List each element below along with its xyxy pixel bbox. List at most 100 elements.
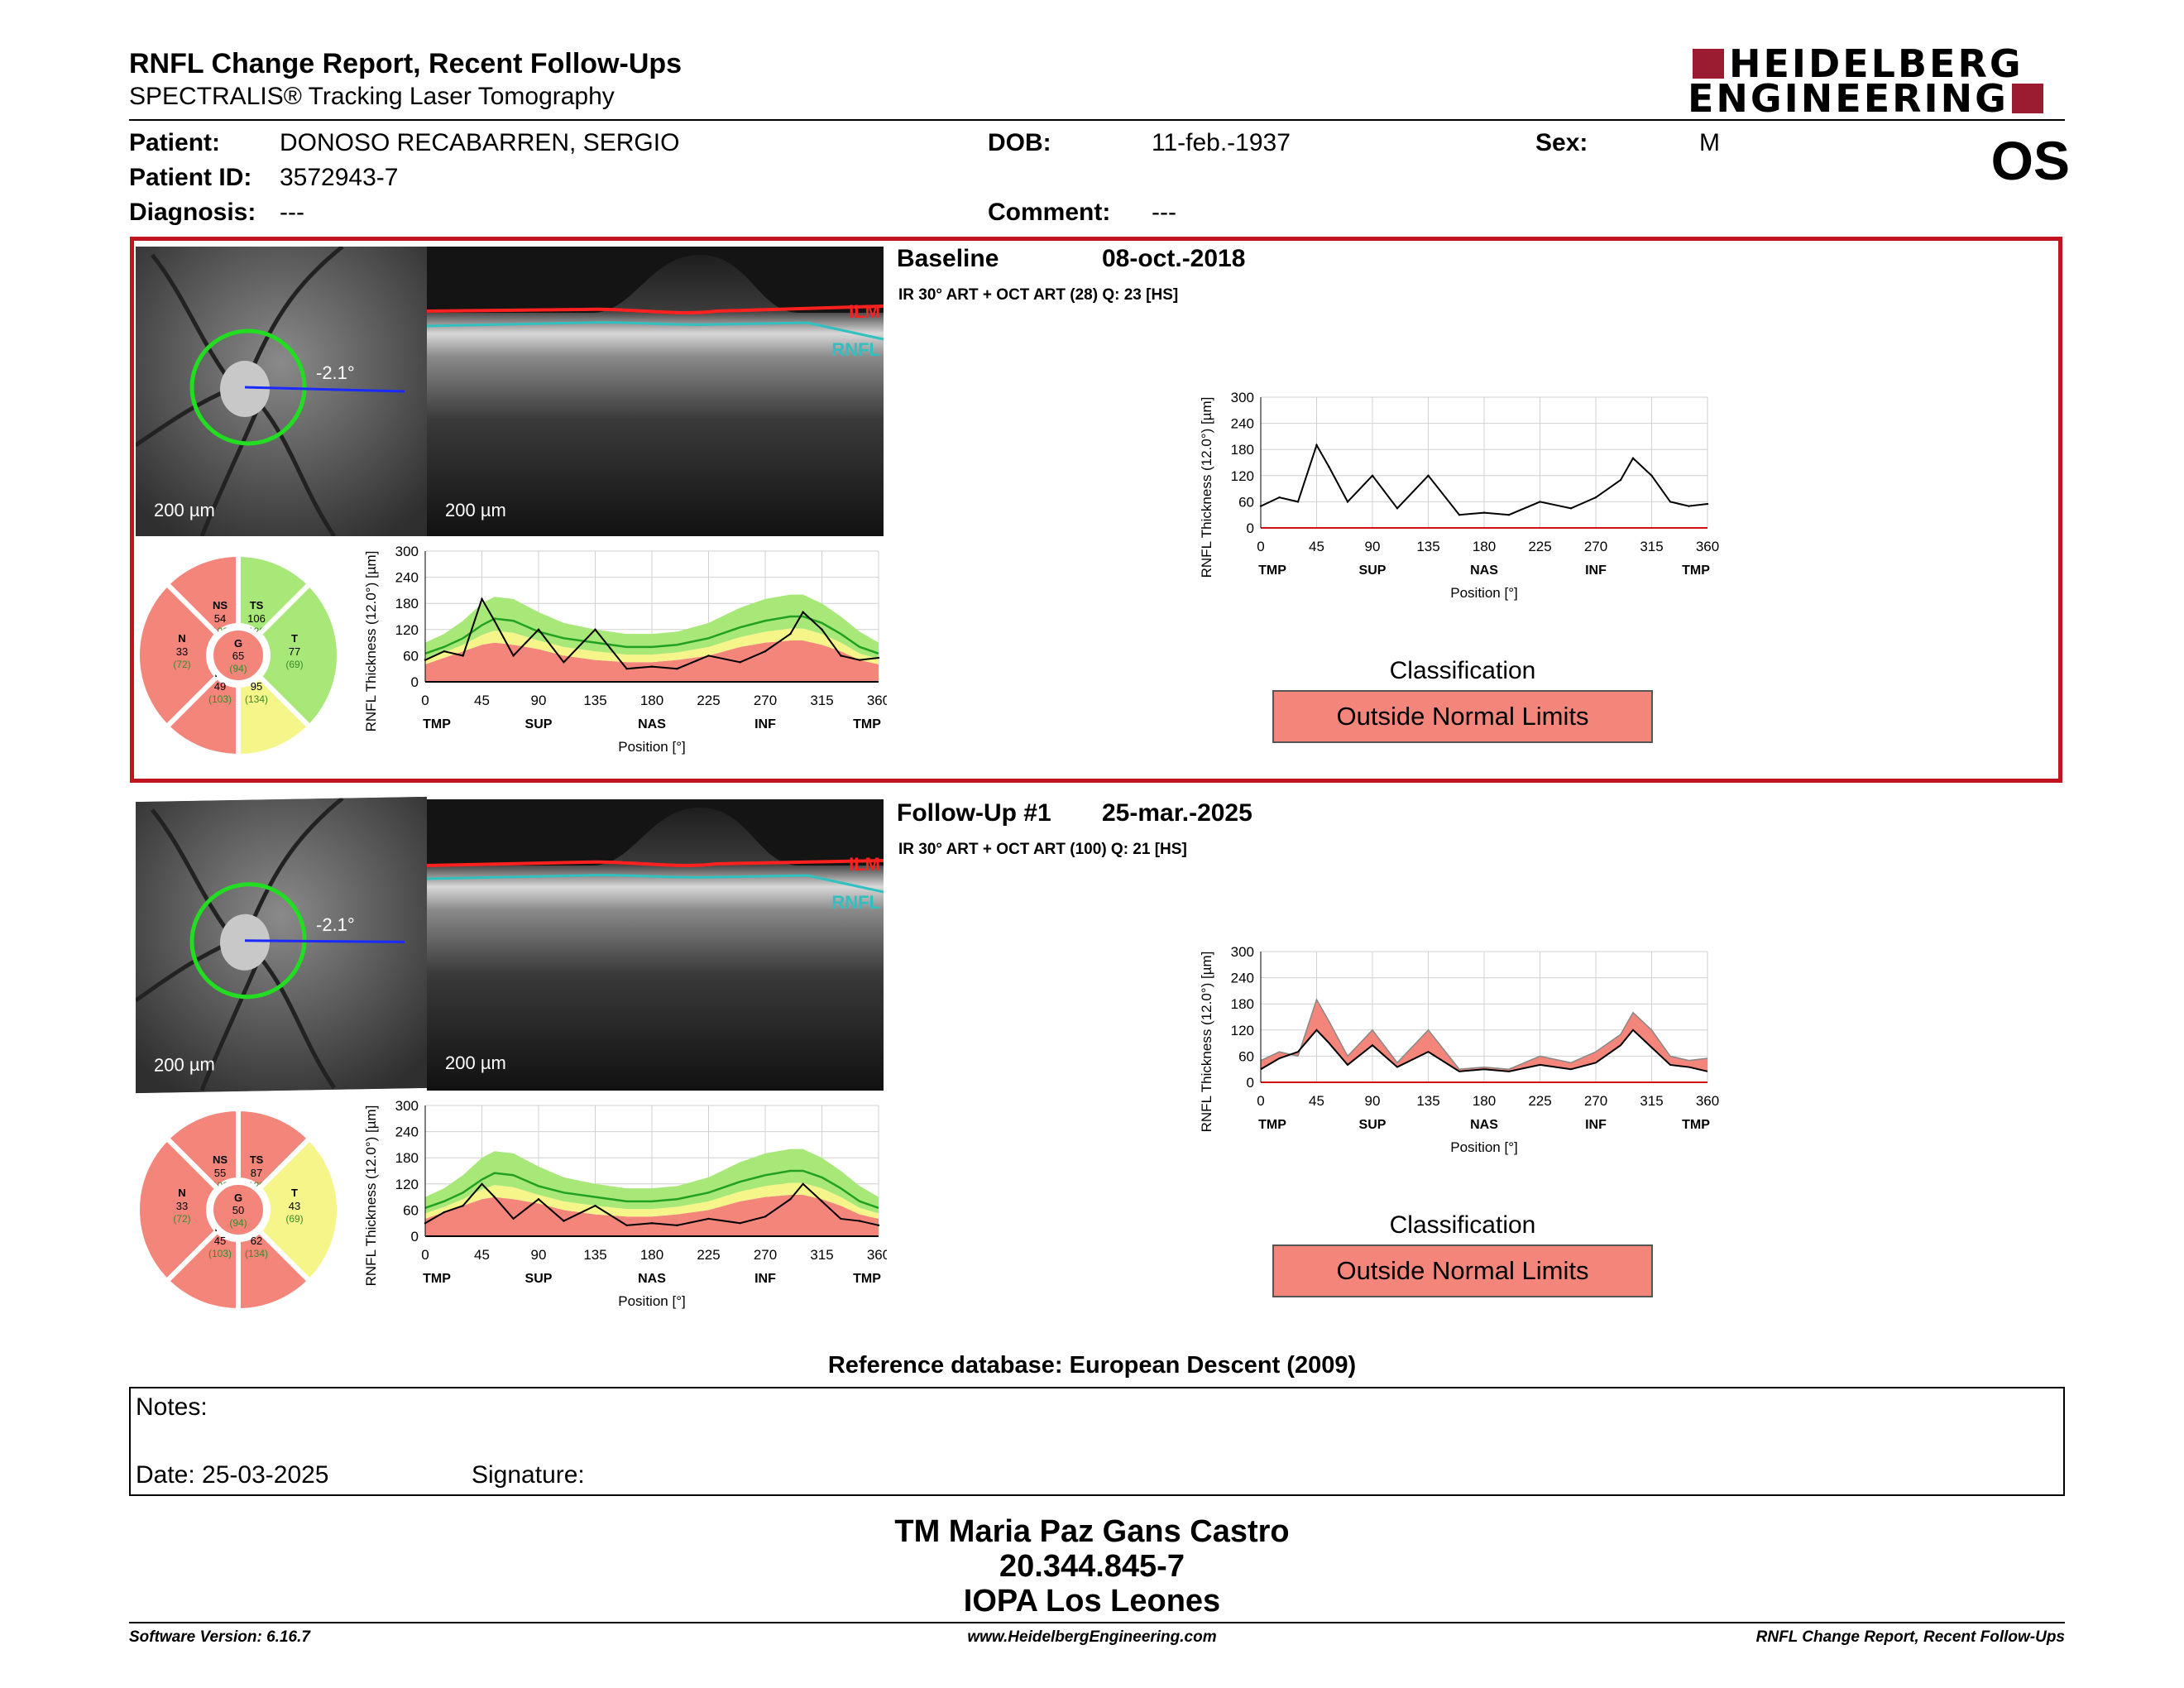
ir-scale-label: 200 µm — [154, 1053, 215, 1076]
oct-scale-label: 200 µm — [445, 1053, 506, 1073]
data-point — [650, 665, 654, 668]
followup-meta: IR 30° ART + OCT ART (100) Q: 21 [HS] — [898, 841, 1187, 858]
data-point — [1688, 505, 1690, 507]
data-point — [443, 1211, 446, 1214]
sector-label: T — [291, 1187, 298, 1199]
y-tick-label: 300 — [1231, 944, 1254, 960]
x-tick-label: 315 — [1640, 539, 1663, 554]
data-point — [1594, 496, 1597, 499]
data-point — [707, 655, 710, 657]
followup-title: Follow-Up #1 — [897, 799, 1051, 827]
data-point — [1619, 478, 1622, 482]
normal-median-line — [424, 615, 879, 655]
report-title: RNFL Change Report, Recent Follow-Ups — [129, 48, 682, 79]
ilm-label: ILM — [849, 301, 880, 322]
sector-ref: (134) — [245, 1248, 268, 1259]
x-tick-label: 360 — [867, 1247, 887, 1263]
baseline-date: 08-oct.-2018 — [1102, 245, 1246, 272]
y-tick-label: 180 — [395, 1150, 419, 1166]
x-tick-label: 315 — [810, 1247, 833, 1263]
data-point — [1706, 502, 1709, 506]
data-point — [764, 1216, 767, 1218]
y-tick-label: 0 — [411, 674, 419, 690]
band-borderline — [425, 1182, 879, 1219]
data-point — [650, 1222, 654, 1225]
fundus-image — [136, 247, 427, 536]
data-point — [676, 668, 678, 670]
x-tick-label: 180 — [1473, 1093, 1496, 1109]
notes-box[interactable]: Notes: Date: 25-03-2025 Signature: — [129, 1387, 2065, 1496]
y-tick-label: 120 — [1231, 1023, 1254, 1038]
patient-id-label: Patient ID: — [129, 164, 252, 191]
x-tick-label: 180 — [640, 693, 663, 708]
x-tick-label: 0 — [1257, 539, 1264, 554]
data-point — [802, 611, 804, 613]
x-tick-label: 45 — [474, 1247, 490, 1263]
x-region-label: TMP — [1682, 563, 1710, 578]
sector-ref: (69) — [285, 659, 303, 670]
y-tick-label: 300 — [1231, 390, 1254, 405]
x-axis-label: Position [°] — [618, 739, 685, 755]
x-region-label: SUP — [1359, 1118, 1387, 1132]
sector-ref: (72) — [173, 1213, 190, 1225]
footer-website[interactable]: www.HeidelbergEngineering.com — [967, 1628, 1217, 1646]
followup-ir-fundus: 200 µm -2.1° — [136, 796, 427, 1094]
data-point — [789, 632, 792, 635]
data-point — [877, 1224, 880, 1227]
data-point — [625, 1224, 628, 1227]
x-region-label: NAS — [638, 717, 666, 731]
x-region-label: SUP — [1359, 563, 1387, 578]
sex-label: Sex: — [1535, 129, 1588, 156]
sector-ref: (94) — [229, 1217, 247, 1229]
x-tick-label: 135 — [1416, 1093, 1439, 1109]
sector-label: N — [178, 1187, 185, 1199]
x-tick-label: 90 — [1365, 539, 1381, 554]
rnfl-label: RNFL — [831, 339, 880, 360]
x-region-label: NAS — [638, 1272, 666, 1286]
followup-classification-title: Classification — [1389, 1211, 1536, 1239]
x-tick-label: 315 — [810, 693, 833, 708]
data-point — [739, 661, 741, 664]
band-within-normal — [425, 594, 879, 659]
data-point — [594, 1204, 596, 1207]
y-tick-label: 300 — [395, 544, 419, 559]
x-tick-label: 360 — [1696, 539, 1719, 554]
x-tick-label: 270 — [1584, 539, 1607, 554]
data-point — [1328, 466, 1330, 468]
y-tick-label: 240 — [395, 570, 419, 586]
rnfl-label: RNFL — [831, 892, 880, 913]
x-tick-label: 0 — [1257, 1093, 1264, 1109]
x-tick-label: 270 — [754, 1247, 777, 1263]
x-tick-label: 90 — [531, 693, 547, 708]
x-region-label: INF — [754, 717, 776, 731]
x-region-label: TMP — [423, 1272, 451, 1286]
followup-date: 25-mar.-2025 — [1102, 799, 1252, 827]
data-point — [1569, 507, 1573, 510]
x-region-label: TMP — [853, 1272, 881, 1286]
header-divider — [129, 119, 2065, 121]
data-point — [1427, 474, 1430, 477]
y-axis-label: RNFL Thickness (12.0°) [µm] — [1199, 397, 1214, 578]
baseline-classification-title: Classification — [1389, 657, 1536, 684]
data-point — [537, 628, 540, 631]
baseline-meta: IR 30° ART + OCT ART (28) Q: 23 [HS] — [898, 286, 1179, 304]
y-tick-label: 60 — [1238, 494, 1254, 510]
sector-value: 33 — [176, 1200, 188, 1212]
patient-name: DONOSO RECABARREN, SERGIO — [280, 129, 680, 156]
x-tick-label: 360 — [1696, 1093, 1719, 1109]
x-tick-label: 270 — [1584, 1093, 1607, 1109]
data-point — [1669, 501, 1672, 503]
sector-value: 43 — [289, 1200, 300, 1212]
x-tick-label: 90 — [531, 1247, 547, 1263]
data-point — [802, 1182, 804, 1185]
oct-image — [427, 799, 884, 1091]
data-point — [462, 655, 464, 657]
baseline-oct-bscan: ILM RNFL 200 µm — [427, 247, 884, 536]
ir-scale-label: 200 µm — [154, 500, 215, 520]
sector-value: 50 — [232, 1204, 244, 1216]
x-region-label: NAS — [1470, 563, 1498, 578]
data-point — [537, 1198, 540, 1201]
data-point — [563, 661, 565, 664]
patient-label: Patient: — [129, 129, 221, 156]
baseline-series-line — [1260, 998, 1708, 1070]
